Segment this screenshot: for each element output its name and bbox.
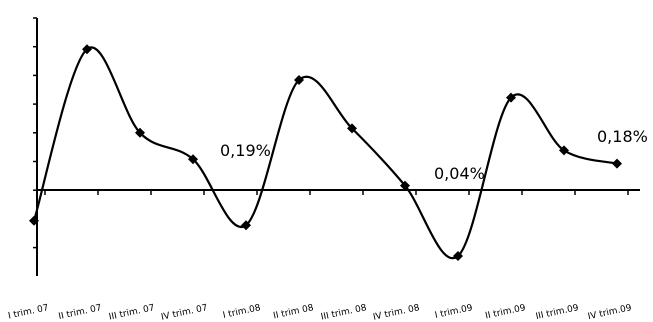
x-tick-label: II trim. 07 [58, 303, 103, 322]
x-tick-label: III trim. 07 [108, 303, 156, 322]
data-point-8 [400, 180, 410, 191]
data-markers [29, 44, 622, 261]
data-point-6 [294, 75, 304, 85]
x-tick-label: II trim.09 [484, 303, 526, 321]
x-tick-label: IV trim. 08 [372, 303, 421, 322]
data-point-11 [559, 145, 569, 156]
x-tick-label: I trim.08 [222, 303, 262, 321]
x-tick-label: IV trim.09 [587, 303, 633, 322]
x-tick-label: I trim.09 [434, 303, 474, 321]
data-point-12 [612, 158, 622, 169]
data-point-2 [82, 44, 92, 55]
annotation-label-1: 0,19% [220, 141, 271, 160]
x-axis-labels: I trim. 07 II trim. 07 III trim. 07 IV trim… [7, 303, 633, 322]
data-point-3 [135, 127, 145, 138]
x-tick-label: I trim. 07 [7, 303, 49, 321]
data-point-4 [188, 154, 198, 165]
series-line [32, 46, 619, 260]
x-tick-label: III trim.09 [535, 303, 580, 322]
x-axis-ticks [44, 190, 629, 195]
data-point-9 [453, 251, 463, 261]
x-tick-label: IV trim. 07 [160, 303, 208, 322]
x-tick-label: III trim. 08 [320, 303, 368, 322]
data-point-5 [241, 220, 251, 231]
annotation-label-3: 0,18% [597, 127, 648, 146]
data-point-7 [347, 123, 357, 134]
data-point-1 [29, 215, 39, 226]
annotation-label-2: 0,04% [434, 164, 485, 183]
data-point-10 [506, 92, 516, 103]
x-tick-label: II trim 08 [272, 303, 314, 321]
